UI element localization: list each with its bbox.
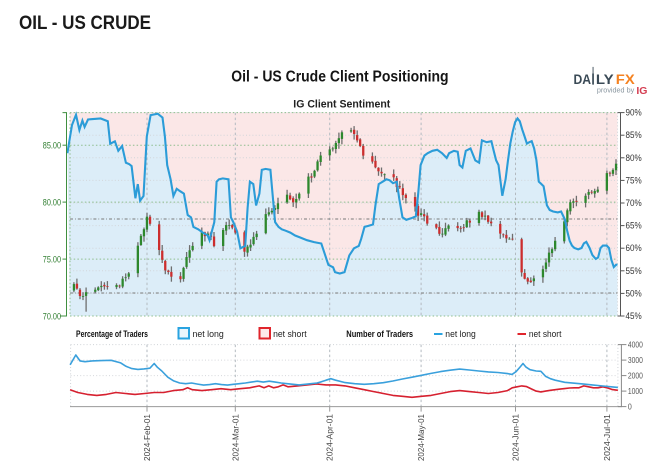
svg-text:50%: 50%: [626, 288, 642, 298]
svg-text:2024-Feb-01: 2024-Feb-01: [142, 414, 152, 461]
svg-text:65%: 65%: [626, 221, 642, 231]
svg-text:LY: LY: [596, 72, 614, 87]
svg-text:90%: 90%: [626, 108, 642, 118]
svg-text:75.00: 75.00: [43, 254, 61, 264]
svg-text:net long: net long: [445, 329, 476, 340]
svg-text:70.00: 70.00: [43, 311, 61, 321]
svg-text:60%: 60%: [626, 243, 642, 253]
svg-text:OIL - US CRUDE: OIL - US CRUDE: [19, 13, 151, 34]
svg-text:Percentage of Traders: Percentage of Traders: [76, 329, 148, 340]
svg-text:FX: FX: [616, 72, 635, 87]
svg-text:4000: 4000: [628, 340, 643, 350]
svg-text:net long: net long: [193, 329, 224, 340]
svg-text:2024-Mar-01: 2024-Mar-01: [230, 414, 240, 461]
svg-text:80%: 80%: [626, 153, 642, 163]
svg-text:provided by: provided by: [597, 85, 635, 94]
svg-text:85.00: 85.00: [43, 141, 61, 151]
svg-text:80.00: 80.00: [43, 197, 61, 207]
svg-text:70%: 70%: [626, 198, 642, 208]
svg-text:85%: 85%: [626, 130, 642, 140]
svg-text:45%: 45%: [626, 311, 642, 321]
svg-text:net short: net short: [529, 329, 562, 340]
svg-text:1000: 1000: [628, 386, 643, 396]
svg-text:DA: DA: [574, 72, 592, 87]
svg-text:2024-Jun-01: 2024-Jun-01: [511, 414, 521, 461]
svg-text:IG Client Sentiment: IG Client Sentiment: [293, 99, 390, 111]
svg-text:2000: 2000: [628, 371, 643, 381]
svg-text:2024-Jul-01: 2024-Jul-01: [602, 414, 612, 461]
svg-text:3000: 3000: [628, 355, 643, 365]
svg-text:net short: net short: [273, 329, 307, 340]
svg-text:0: 0: [628, 402, 632, 412]
svg-text:2024-Apr-01: 2024-Apr-01: [325, 414, 335, 461]
svg-text:Oil - US Crude Client Position: Oil - US Crude Client Positioning: [231, 69, 448, 86]
svg-text:2024-May-01: 2024-May-01: [416, 414, 426, 461]
svg-text:IG: IG: [636, 85, 647, 97]
svg-text:75%: 75%: [626, 175, 642, 185]
svg-text:55%: 55%: [626, 266, 642, 276]
svg-text:Number of Traders: Number of Traders: [346, 329, 413, 340]
